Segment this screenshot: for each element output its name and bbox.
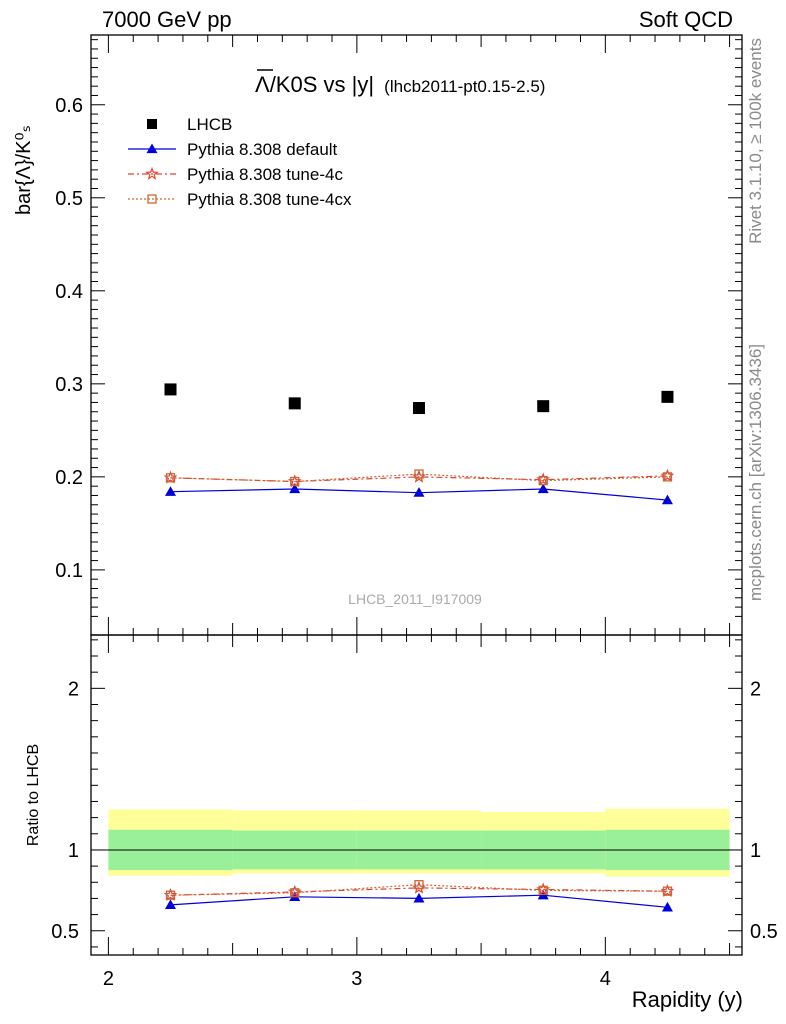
main-series-1-point [413, 487, 425, 497]
main-ytick-label: 0.1 [55, 560, 83, 582]
ratio-ytick-label-left: 2 [68, 678, 79, 700]
ratio-series-2-point [662, 886, 673, 896]
ratio-ytick-label-right: 2 [750, 678, 761, 700]
xtick-label: 3 [351, 968, 362, 990]
main-series-2-line [170, 475, 668, 483]
plot-title-sub: (lhcb2011-pt0.15-2.5) [384, 77, 545, 96]
legend-marker [145, 166, 159, 180]
main-ytick-label: 0.4 [55, 281, 83, 303]
axes-group: 0.1 0.2 0.3 0.4 0.5 0.6 2 3 4 0.5 0.5 1 1 2 2 [51, 34, 778, 990]
ratio-ytick-label-left: 0.5 [51, 921, 79, 943]
ratio-series-2-point [538, 885, 548, 896]
x-axis-label: Rapidity (y) [632, 987, 743, 1012]
main-ytick-label: 0.2 [55, 467, 83, 489]
ratio-series-2-point [414, 880, 424, 890]
main-ytick-label: 0.6 [55, 95, 83, 117]
legend-marker [146, 143, 158, 154]
main-series-1-point [661, 494, 673, 505]
main-series-3-point [538, 475, 548, 486]
main-series-1-point [165, 486, 177, 496]
ratio-ytick-label-left: 1 [68, 840, 79, 862]
legend-marker [147, 119, 157, 129]
main-series-0-point [412, 402, 425, 415]
legend-marker [147, 194, 157, 204]
header-right: Soft QCD [639, 7, 733, 32]
main-series-0-point [164, 383, 177, 396]
main-series-0-point [537, 400, 550, 413]
side-mcplots: mcplots.cern.ch [arXiv:1306.3436] [746, 344, 765, 601]
side-rivet: Rivet 3.1.10, ≥ 100k events [746, 38, 765, 244]
ratio-series-2-line [170, 884, 668, 896]
ratio-series-0-point [413, 892, 425, 903]
legend-label: Pythia 8.308 tune-4c [187, 165, 343, 184]
main-series-3-point [165, 473, 176, 483]
header-left: 7000 GeV pp [102, 7, 232, 32]
main-series-1-point [537, 483, 549, 494]
legend: LHCB Pythia 8.308 default Pythia 8.308 tun… [128, 115, 352, 209]
ratio-ytick-label-right: 1 [750, 840, 761, 862]
ratio-frame [90, 634, 743, 956]
ratio-series-group [163, 880, 675, 912]
xtick-label: 2 [103, 968, 114, 990]
legend-label: Pythia 8.308 default [187, 140, 338, 159]
main-series-1-point [289, 483, 301, 494]
main-series-3-point [414, 469, 424, 479]
ratio-bands [91, 808, 742, 877]
main-series-3-point [290, 476, 300, 487]
ratio-series-1-line [170, 887, 668, 896]
main-ylabel: bar{Λ}/K⁰ₛ [13, 125, 35, 215]
ratio-series-0-point [661, 901, 673, 912]
plot-title-main: Λ/K0S vs |y| [255, 72, 374, 97]
main-ytick-label: 0.5 [55, 188, 83, 210]
main-ytick-label: 0.3 [55, 374, 83, 396]
main-series-0-point [288, 397, 301, 410]
ratio-series-2-point [290, 888, 300, 898]
main-series-3-point [662, 472, 673, 482]
main-series-3-line [170, 473, 668, 483]
legend-label: Pythia 8.308 tune-4cx [187, 190, 352, 209]
legend-label: LHCB [187, 115, 232, 134]
plot-title: Λ/K0S vs |y| (lhcb2011-pt0.15-2.5) [255, 72, 545, 97]
main-series-group [163, 383, 675, 505]
xtick-label: 4 [600, 968, 611, 990]
watermark: LHCB_2011_I917009 [348, 591, 482, 607]
ratio-series-2-point [165, 890, 176, 900]
ratio-ytick-label-right: 0.5 [750, 921, 778, 943]
main-series-0-point [661, 390, 674, 403]
ratio-ylabel: Ratio to LHCB [25, 744, 42, 846]
ratio-series-0-point [165, 899, 177, 910]
